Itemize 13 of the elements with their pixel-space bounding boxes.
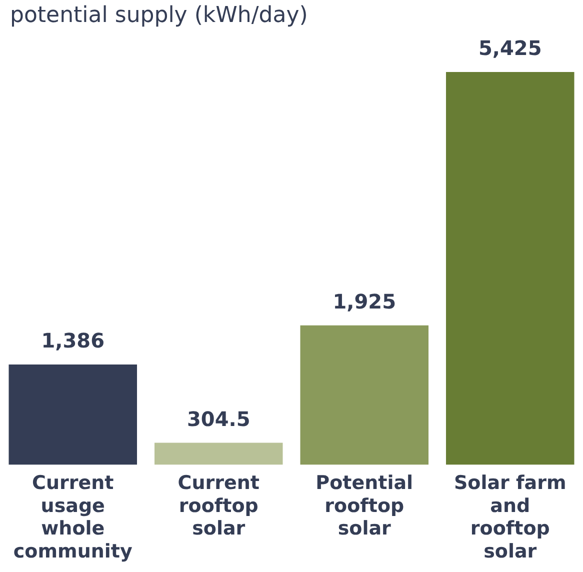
data-label: 304.5 — [186, 406, 250, 431]
data-label: 1,386 — [41, 328, 105, 353]
x-tick-label: Solar farm and rooftop solar — [454, 472, 566, 563]
bar — [154, 442, 283, 465]
x-tick-label: Current usage whole community — [13, 472, 133, 563]
data-label: 5,425 — [478, 36, 542, 60]
data-label: 1,925 — [332, 290, 396, 314]
bar — [446, 72, 574, 465]
chart-title: potential supply (kWh/day) — [9, 2, 309, 30]
x-tick-label: Potential rooftop solar — [316, 472, 414, 540]
bar — [8, 364, 138, 465]
bar — [300, 325, 429, 465]
x-tick-label: Current rooftop solar — [178, 472, 260, 540]
